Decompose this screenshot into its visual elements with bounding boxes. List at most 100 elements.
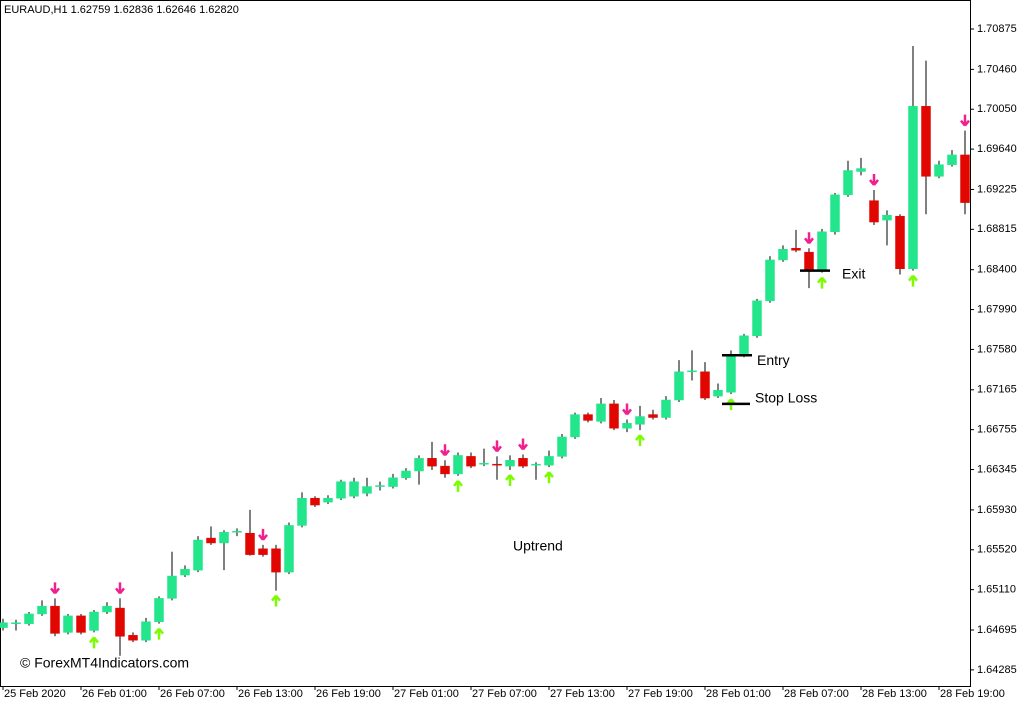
candle-body: [687, 370, 697, 373]
y-tick-label: 1.65110: [977, 584, 1016, 596]
level-label: Exit: [842, 265, 865, 281]
x-tick-label: 28 Feb 13:00: [862, 688, 927, 700]
candle-body: [232, 531, 242, 533]
candle-body: [89, 611, 99, 631]
candle-body: [700, 371, 710, 399]
candle-body: [76, 615, 86, 633]
candle-body: [115, 607, 125, 637]
y-tick-label: 1.64695: [977, 624, 1017, 636]
candle-body: [206, 537, 216, 544]
candle-body: [141, 621, 151, 641]
y-tick-label: 1.68815: [977, 223, 1017, 235]
candle-body: [310, 497, 320, 506]
candle-body: [596, 403, 606, 422]
y-tick-label: 1.68400: [977, 264, 1017, 276]
sell-arrow: [440, 444, 450, 457]
candle-body: [414, 458, 424, 472]
sell-arrow: [492, 440, 502, 453]
y-tick-label: 1.70875: [977, 23, 1017, 35]
candle-body: [908, 106, 918, 269]
buy-arrow: [505, 474, 515, 487]
sell-arrow: [518, 438, 528, 451]
x-tick-label: 25 Feb 2020: [4, 688, 66, 700]
y-tick-label: 1.66345: [977, 463, 1017, 475]
candle-body: [336, 481, 346, 499]
x-tick-label: 26 Feb 19:00: [316, 688, 381, 700]
sell-arrow: [869, 173, 879, 186]
y-tick-label: 1.70460: [977, 63, 1017, 75]
candle-body: [739, 335, 749, 356]
candle-body: [869, 200, 879, 223]
buy-arrow: [154, 627, 164, 640]
candle-body: [570, 414, 580, 438]
candle-body: [583, 414, 593, 421]
candle-body: [479, 462, 489, 465]
plot-frame: [0, 0, 971, 687]
x-tick-label: 26 Feb 13:00: [238, 688, 303, 700]
candle-body: [323, 497, 333, 503]
candle-body: [609, 403, 619, 429]
candle-body: [544, 456, 554, 466]
annotation: Uptrend: [513, 538, 563, 554]
candle-body: [453, 455, 463, 475]
candle-body: [401, 470, 411, 479]
candle-body: [63, 615, 73, 633]
candle-body: [921, 106, 931, 177]
x-tick-label: 26 Feb 07:00: [160, 688, 225, 700]
candle-body: [817, 231, 827, 271]
candle-body: [0, 622, 8, 628]
y-tick-label: 1.70050: [977, 103, 1017, 115]
candle-body: [557, 436, 567, 457]
candle-body: [50, 605, 60, 634]
candle-body: [349, 481, 359, 497]
y-tick-label: 1.69640: [977, 143, 1017, 155]
x-tick-label: 26 Feb 01:00: [82, 688, 147, 700]
candle-body: [271, 548, 281, 573]
candle-body: [180, 568, 190, 576]
candle-body: [635, 416, 645, 425]
candle-body: [882, 214, 892, 221]
buy-arrow: [453, 480, 463, 492]
candle-body: [375, 485, 385, 487]
candle-body: [167, 575, 177, 599]
sell-arrow: [804, 232, 814, 245]
y-tick-label: 1.66755: [977, 424, 1017, 436]
candle-body: [492, 463, 502, 466]
candle-body: [648, 414, 658, 418]
x-tick-label: 28 Feb 01:00: [706, 688, 771, 700]
candle-body: [804, 251, 814, 271]
candle-body: [843, 170, 853, 196]
candle-body: [245, 532, 255, 555]
candle-body: [37, 605, 47, 615]
x-tick-label: 28 Feb 19:00: [940, 688, 1005, 700]
candle-body: [505, 460, 515, 467]
candle-body: [284, 525, 294, 573]
candle-body: [674, 371, 684, 401]
candle-body: [895, 215, 905, 269]
x-tick-label: 27 Feb 07:00: [472, 688, 537, 700]
y-tick-label: 1.67165: [977, 384, 1017, 396]
candle-body: [791, 248, 801, 251]
buy-arrow: [89, 636, 99, 649]
sell-arrow: [622, 403, 632, 416]
y-tick-label: 1.64285: [977, 664, 1017, 676]
candle-body: [661, 399, 671, 418]
y-tick-label: 1.67990: [977, 303, 1017, 315]
sell-arrow: [960, 114, 970, 127]
candle-body: [388, 477, 398, 487]
candle-body: [960, 154, 970, 203]
x-tick-label: 27 Feb 19:00: [628, 688, 693, 700]
x-tick-label: 28 Feb 07:00: [784, 688, 849, 700]
chart-title: EURAUD,H1 1.62759 1.62836 1.62646 1.6282…: [4, 4, 239, 16]
candle-body: [219, 532, 229, 544]
candle-body: [11, 622, 21, 624]
buy-arrow: [544, 471, 554, 484]
candle-body: [193, 539, 203, 571]
annotation: © ForexMT4Indicators.com: [20, 655, 189, 671]
level-label: Stop Loss: [755, 390, 817, 406]
x-tick-label: 27 Feb 01:00: [394, 688, 459, 700]
buy-arrow: [817, 276, 827, 289]
sell-arrow: [258, 528, 268, 541]
candle-body: [297, 497, 307, 526]
candle-body: [154, 598, 164, 622]
